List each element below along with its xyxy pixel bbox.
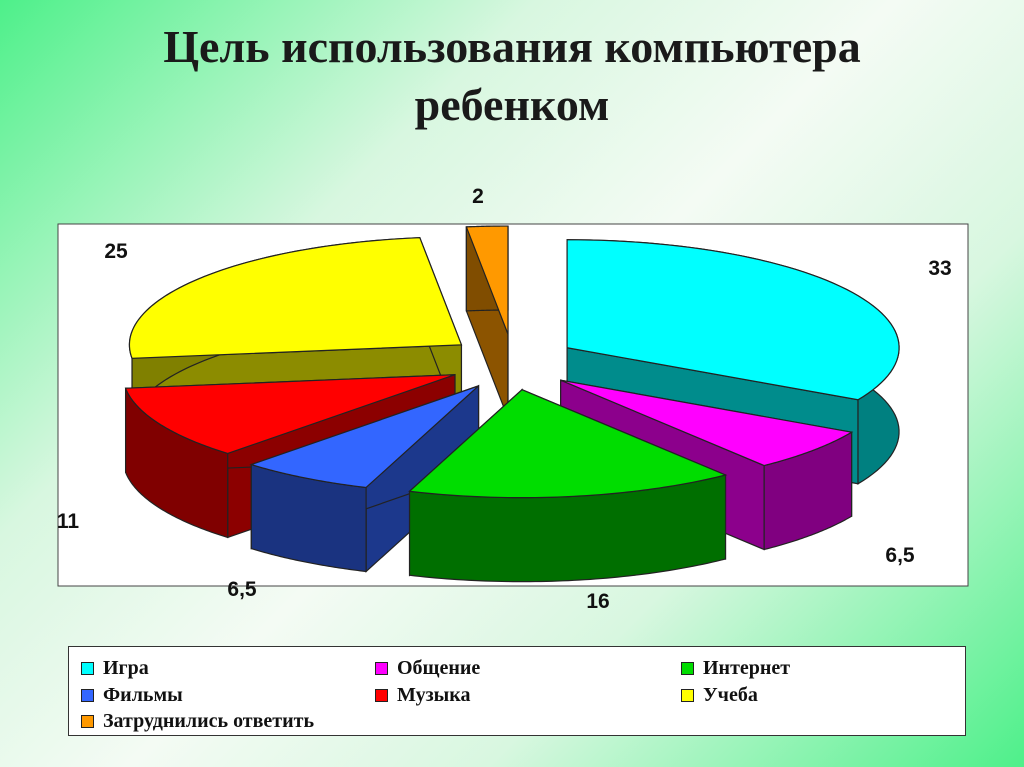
data-label-filmy: 6,5 xyxy=(227,578,257,601)
pie-slice-internet xyxy=(408,388,728,583)
legend-item-obshchenie: Общение xyxy=(375,657,480,680)
legend-label: Общение xyxy=(397,657,481,679)
legend-label: Фильмы xyxy=(103,684,183,706)
data-label-muzyka: 11 xyxy=(57,510,80,533)
legend-swatch xyxy=(375,662,388,675)
legend-item-internet: Интернет xyxy=(681,657,790,680)
data-label-obshchenie: 6,5 xyxy=(885,544,915,567)
legend-swatch xyxy=(81,689,94,702)
data-label-ucheba: 25 xyxy=(104,240,128,263)
legend-label: Затруднились ответить xyxy=(103,710,315,732)
pie-slice-top xyxy=(566,239,900,401)
legend-swatch xyxy=(81,715,94,728)
pie-slices xyxy=(124,225,900,583)
slide-title-line2: ребенком xyxy=(414,79,610,130)
pie-slice-zatrudnilis xyxy=(465,225,509,419)
legend-label: Игра xyxy=(103,657,149,679)
data-label-internet: 16 xyxy=(586,590,609,613)
legend-label: Музыка xyxy=(397,684,471,706)
pie-slice-filmy xyxy=(249,384,480,573)
data-labels: 33 6,5 16 6,5 11 25 2 xyxy=(57,185,952,613)
legend-item-muzyka: Музыка xyxy=(375,684,471,707)
pie-slice-top xyxy=(249,385,479,489)
legend-label: Интернет xyxy=(703,657,791,679)
legend-swatch xyxy=(375,689,388,702)
data-label-igra: 33 xyxy=(928,257,951,280)
legend-swatch xyxy=(681,662,694,675)
legend-swatch xyxy=(81,662,94,675)
pie-slice-top xyxy=(408,388,728,499)
legend-label: Учеба xyxy=(703,684,758,706)
pie-slice-top xyxy=(560,379,854,467)
slide-title: Цель использования компьютера ребенком xyxy=(0,18,1024,134)
legend-item-zatrudnilis: Затруднились ответить xyxy=(81,710,314,733)
legend-item-igra: Игра xyxy=(81,657,149,680)
pie-slice-top xyxy=(124,374,456,455)
pie-slice-top xyxy=(128,237,463,359)
legend-item-filmy: Фильмы xyxy=(81,684,183,707)
slide-title-line1: Цель использования компьютера xyxy=(163,21,861,72)
legend: Игра Общение Интернет Фильмы Музыка Учеб… xyxy=(68,646,966,736)
legend-item-ucheba: Учеба xyxy=(681,684,758,707)
legend-swatch xyxy=(681,689,694,702)
pie-slice-top xyxy=(465,225,509,335)
data-label-zatrudnilis: 2 xyxy=(472,185,484,208)
